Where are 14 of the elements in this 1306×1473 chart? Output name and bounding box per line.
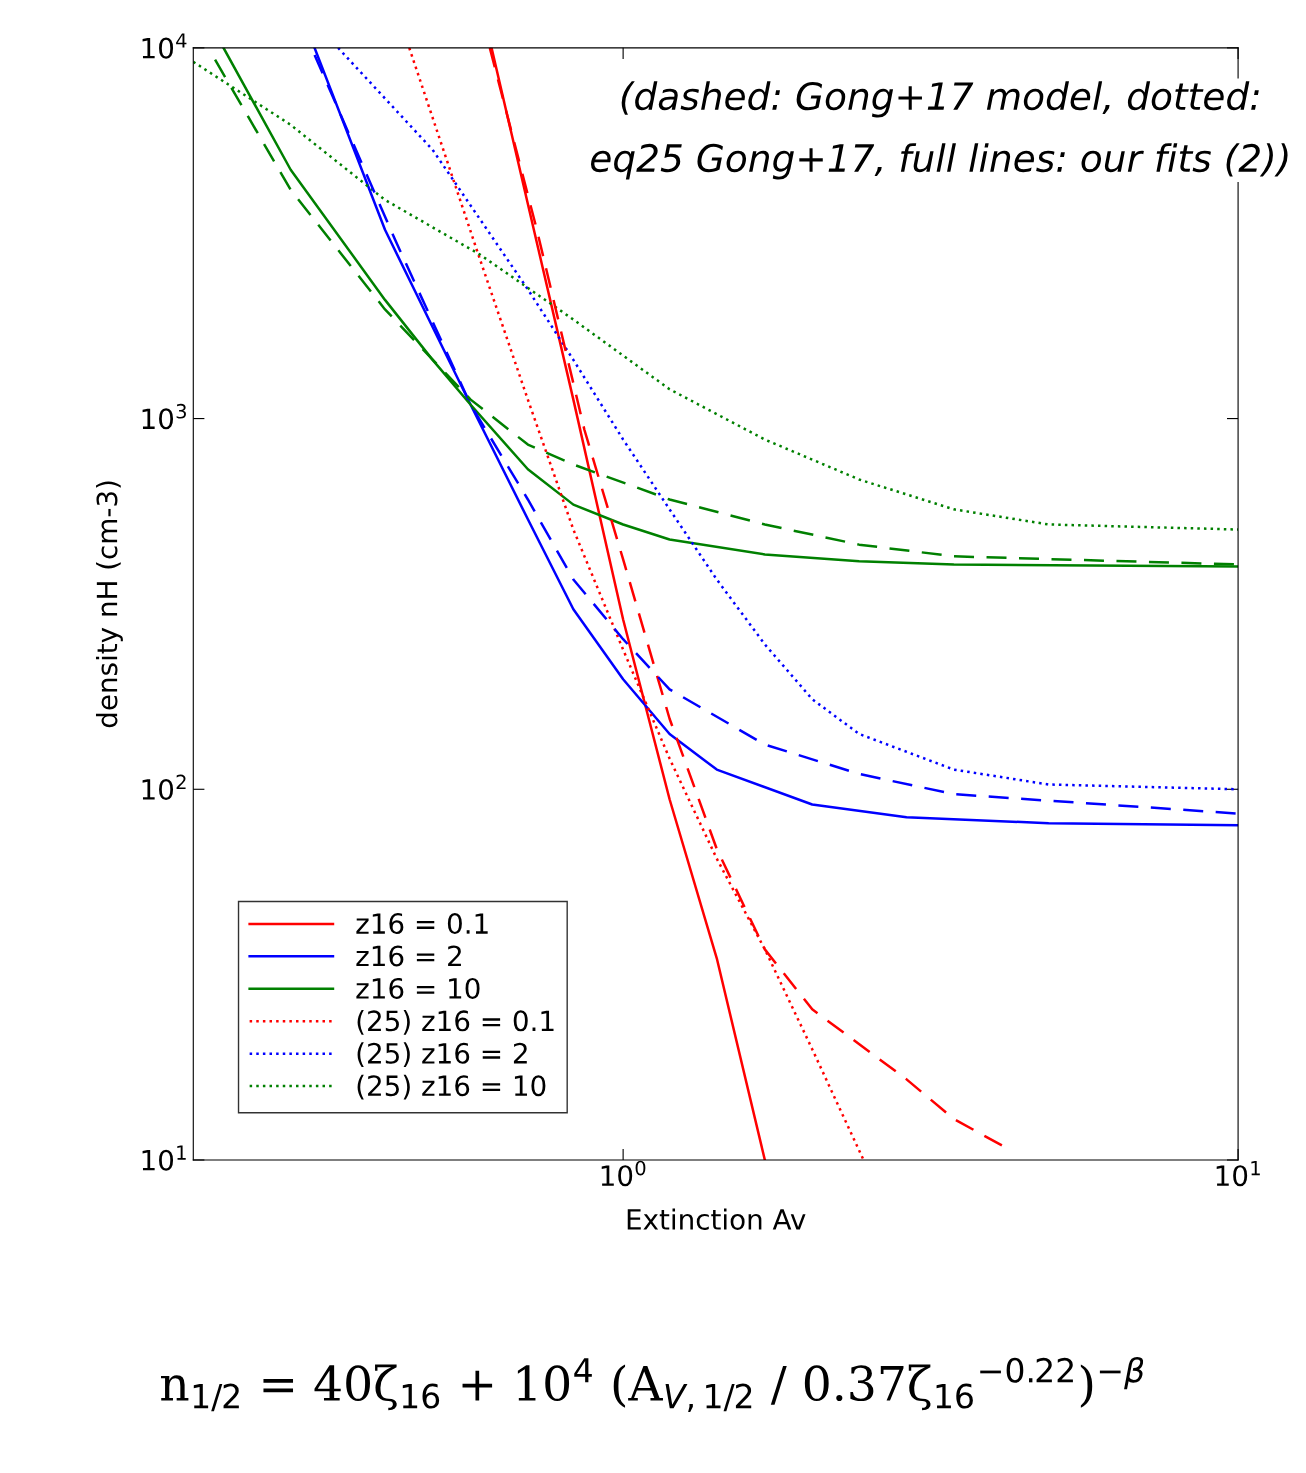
y-tick-label: 10$^{2}$ (142, 774, 186, 801)
legend-label: (25) z16 = 2 (357, 1042, 527, 1068)
y-axis-title: density nH (cm-3) (95, 481, 123, 728)
y-tick-label: 10$^{3}$ (142, 403, 186, 430)
x-tick-label: 10$^{0}$ (601, 1160, 646, 1187)
legend-label: z16 = 10 (356, 977, 480, 999)
x-axis-title: Extinction Av (627, 1208, 806, 1230)
legend-label: z16 = 2 (356, 945, 461, 967)
annotation: (dashed: Gong+17 model, dotted: eq25 Gong+17, full lines: our fits (2)) (590, 81, 1288, 180)
legend-label: z16 = 0.1 (356, 913, 488, 935)
text: n$_{1/2}$ = 40ζ$_{16}$ + 10$^{4}$ (A$_{V,1/2}$ / 0.37ζ$_{16}$$^{−0.22}$)$^{−β}$ (161, 1356, 1144, 1412)
legend-label: (25) z16 = 0.1 (357, 1009, 554, 1035)
y-tick-label: 10$^{4}$ (142, 33, 187, 59)
legend-label: (25) z16 = 10 (357, 1074, 546, 1100)
